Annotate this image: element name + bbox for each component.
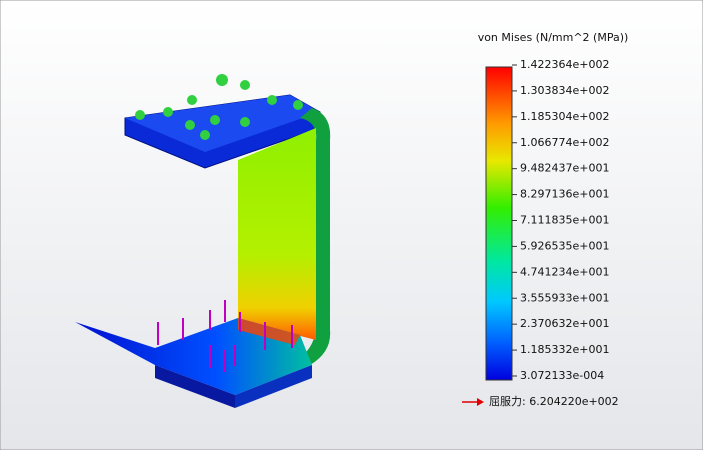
model xyxy=(75,74,331,408)
legend-ticks: 1.422364e+002 1.303834e+002 1.185304e+002 1… xyxy=(512,58,609,382)
tick-label: 8.297136e+001 xyxy=(520,188,609,201)
tick-label: 9.482437e+001 xyxy=(520,162,609,175)
tick-label: 1.422364e+002 xyxy=(520,58,609,71)
fixtures xyxy=(135,74,303,140)
tick-label: 4.741234e+001 xyxy=(520,265,609,278)
tick-label: 3.072133e-004 xyxy=(520,369,604,382)
tick-label: 5.926535e+001 xyxy=(520,239,609,252)
bottom-plate xyxy=(75,318,312,395)
tick-label: 3.555933e+001 xyxy=(520,291,609,304)
top-face xyxy=(125,95,320,152)
bend xyxy=(300,108,331,365)
hot-spot xyxy=(238,318,300,345)
bottom-edge2 xyxy=(235,365,312,408)
tick-label: 1.185332e+001 xyxy=(520,343,609,356)
loads xyxy=(157,300,293,372)
tick-label: 2.370632e+001 xyxy=(520,317,609,330)
tick-label: 7.111835e+001 xyxy=(520,214,609,227)
wall xyxy=(238,128,316,340)
color-bar xyxy=(485,66,513,381)
tick-label: 1.303834e+002 xyxy=(520,84,609,97)
bottom-edge xyxy=(155,365,235,408)
tick-label: 1.185304e+002 xyxy=(520,110,609,123)
yield-arrow-head xyxy=(477,398,484,406)
yield-label: 屈服力: 6.204220e+002 xyxy=(489,395,619,408)
tick-label: 1.066774e+002 xyxy=(520,136,609,149)
legend-title: von Mises (N/mm^2 (MPa)) xyxy=(478,31,629,44)
